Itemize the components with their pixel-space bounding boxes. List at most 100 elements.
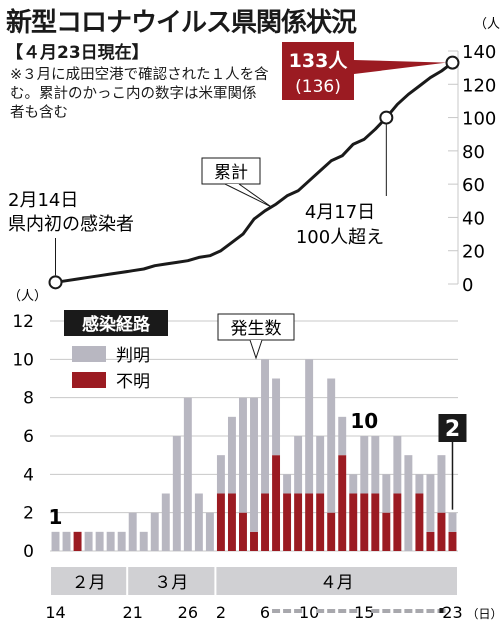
line-point-marker [48, 275, 63, 290]
bar-known [305, 359, 314, 494]
annotation-label: 4月17日 [305, 202, 375, 223]
annotation-sublabel: (136) [295, 77, 341, 97]
bar-known [183, 397, 192, 551]
bar-known [404, 455, 413, 551]
bar-x-tick-label: 23 [442, 603, 462, 622]
bar-known [250, 397, 258, 532]
x-dash-marker [316, 609, 325, 613]
bar-x-tick-label: 2 [216, 603, 226, 622]
legend-title: 感染経路 [82, 314, 151, 335]
x-dash-marker [272, 609, 281, 613]
annotation-box [282, 42, 354, 100]
x-dash-marker [426, 609, 435, 613]
line-y-tick-label: 40 [462, 208, 485, 229]
bar-unknown [327, 512, 336, 551]
bar-known [51, 531, 60, 551]
bar-known [150, 512, 159, 551]
bar-known [338, 416, 347, 456]
x-dash-marker [294, 609, 303, 613]
bar-data-label: 2 [445, 417, 460, 442]
month-label: ４月 [320, 573, 354, 593]
line-title-box [201, 157, 261, 185]
line-y-tick-label: 20 [462, 242, 485, 263]
bar-y-unit: （人） [8, 289, 47, 304]
bar-unknown [426, 531, 435, 551]
line-y-unit: （人） [474, 17, 500, 32]
bar-x-tick-label: 6 [260, 603, 270, 622]
bar-y-tick-label: 10 [12, 350, 34, 370]
x-dash-marker [283, 609, 292, 613]
line-point-marker [379, 110, 394, 125]
x-dash-marker [338, 609, 347, 613]
annotation-sublabel: 県内初の感染者 [8, 214, 134, 235]
bar-known [106, 531, 115, 551]
bar-x-unit: （日） [466, 607, 500, 621]
bar-known [261, 359, 269, 494]
bar-unknown [73, 531, 82, 551]
bar-known [415, 474, 424, 494]
bar-known [194, 493, 203, 551]
annotation-label: 2月14日 [8, 190, 78, 211]
bar-data-label: 10 [350, 409, 378, 433]
bar-unknown [360, 493, 369, 551]
x-dash-marker [327, 609, 336, 613]
bar-known [283, 474, 292, 494]
x-dash-marker [382, 609, 391, 613]
bar-unknown [382, 512, 391, 551]
bar-unknown [272, 455, 281, 551]
annotation-sublabel: 100人超え [296, 227, 384, 248]
bar-known [62, 531, 71, 551]
line-title: 累計 [214, 163, 248, 183]
bar-known [117, 531, 126, 551]
bar-x-tick-label: 15 [354, 603, 374, 622]
legend-title-box [64, 310, 168, 336]
bar-known [382, 474, 391, 513]
x-dash-marker [393, 609, 402, 613]
line-y-tick-label: 100 [462, 109, 496, 130]
bar-title-pointer [249, 339, 263, 360]
bar-unknown [338, 455, 347, 551]
bar-x-tick-label: 14 [45, 603, 65, 622]
bar-unknown [437, 512, 446, 551]
bar-known [239, 397, 247, 513]
month-band [128, 567, 215, 595]
bar-known [393, 436, 402, 494]
x-dash-marker [371, 609, 380, 613]
bar-y-tick-label: 2 [23, 504, 34, 524]
as-of-date: 【４月23日現在】 [6, 43, 149, 63]
x-dash-marker [349, 609, 358, 613]
legend-swatch-known [72, 346, 106, 362]
bar-known [371, 436, 380, 494]
month-label: ２月 [72, 573, 106, 593]
bar-known [448, 512, 457, 532]
bar-unknown [283, 493, 292, 551]
bar-unknown [216, 493, 225, 551]
bar-known [139, 531, 148, 551]
annotation-label: 133人 [289, 50, 349, 72]
line-y-tick-label: 120 [462, 75, 496, 96]
month-label: ３月 [154, 573, 188, 593]
x-dash-marker [439, 608, 444, 613]
legend-label-known: 判明 [116, 346, 150, 366]
footnote: ※３月に成田空港で確認された１人を含む。累計のかっこ内の数字は米軍関係者も含む [10, 67, 269, 121]
bar-x-tick-label: 21 [123, 603, 143, 622]
bar-y-tick-label: 0 [23, 542, 34, 562]
page-title: 新型コロナウイルス県関係状況 [6, 8, 357, 38]
bar-unknown [371, 493, 380, 551]
bar-known [327, 378, 336, 513]
month-band [51, 567, 127, 595]
bar-known [294, 436, 303, 494]
bar-unknown [349, 493, 358, 551]
line-y-tick-label: 80 [462, 142, 485, 163]
line-y-tick-label: 60 [462, 175, 485, 196]
bar-title: 発生数 [231, 319, 282, 339]
bar-known [437, 455, 446, 513]
data-label-box [438, 414, 467, 442]
bar-unknown [250, 531, 258, 551]
bar-known [349, 474, 358, 494]
bar-known [205, 512, 214, 551]
bar-unknown [261, 493, 269, 551]
bar-y-tick-label: 4 [23, 465, 34, 485]
